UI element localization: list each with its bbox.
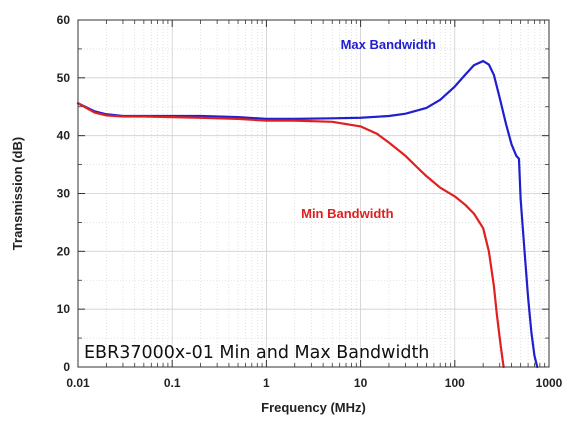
x-tick-label: 1000 — [536, 376, 563, 390]
x-tick-label: 100 — [445, 376, 465, 390]
y-tick-label: 30 — [57, 187, 71, 201]
x-tick-label: 0.01 — [66, 376, 90, 390]
label-layer: 0.01 0.1 1 10 100 1000 0 10 20 30 40 50 60 Max Bandwi… — [57, 13, 563, 390]
y-tick-label: 60 — [57, 13, 71, 27]
series-line-min-bandwidth — [76, 102, 505, 369]
y-tick-label: 10 — [57, 302, 71, 316]
tick-layer — [77, 19, 550, 368]
series-line-max-bandwidth — [76, 59, 539, 369]
x-tick-label: 0.1 — [164, 376, 181, 390]
chart-caption: EBR37000x-01 Min and Max Bandwidth — [84, 343, 429, 363]
x-tick-label: 1 — [263, 376, 270, 390]
series-label-max-bandwidth: Max Bandwidth — [341, 37, 436, 52]
x-axis-title: Frequency (MHz) — [261, 400, 366, 415]
y-tick-label: 50 — [57, 71, 71, 85]
x-tick-label: 10 — [354, 376, 368, 390]
series-label-min-bandwidth: Min Bandwidth — [301, 206, 393, 221]
grid-layer — [78, 20, 549, 367]
y-tick-label: 0 — [63, 360, 70, 374]
y-tick-label: 40 — [57, 129, 71, 143]
y-tick-label: 20 — [57, 244, 71, 258]
y-axis-title: Transmission (dB) — [10, 137, 25, 250]
series-layer — [76, 59, 539, 369]
